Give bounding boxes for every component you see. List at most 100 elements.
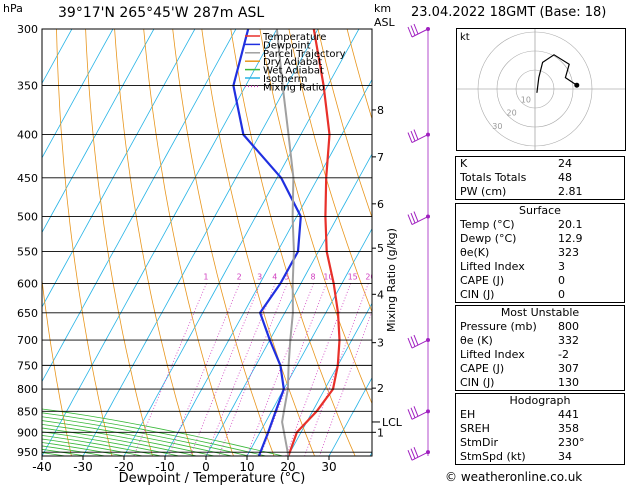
index-value: 130 [558,376,579,389]
pressure-tick-label: 900 [17,426,38,439]
hodograph-trace [536,54,578,93]
hodograph-ring-label: 20 [507,109,517,118]
wind-barb-flag [410,407,416,419]
index-label: Dewp (°C) [460,232,517,245]
index-label: Temp (°C) [460,218,515,231]
index-row: Temp (°C) 20.1 [456,218,625,232]
wind-barb-staff [411,216,429,225]
wind-barb-flag [410,336,416,347]
km-tick-label: 7 [377,151,384,164]
wind-barb-flag [407,26,413,38]
wet-adiabat-line [42,431,180,456]
mixing-ratio-line [285,283,351,456]
wind-barb-flag [413,129,419,140]
pressure-tick-label: 400 [17,129,38,142]
wet-adiabat-line [42,423,215,456]
index-value: 358 [558,422,579,435]
hodograph-ring [496,50,574,128]
wind-barb-staff [411,28,429,38]
pressure-tick-label: 500 [17,211,38,224]
index-row: Pressure (mb) 800 [456,320,625,334]
index-row: EH 441 [456,408,625,422]
index-label: StmSpd (kt) [460,450,526,463]
pressure-tick-label: 350 [17,80,38,93]
index-value: 24 [558,157,572,170]
mixing-ratio-value-label: 10 [323,272,333,281]
wind-barb-flag [407,449,413,461]
pressure-tick-label: 750 [17,359,38,372]
x-tick-label: 20 [280,460,295,474]
asl-unit-label: ASL [374,16,395,29]
mixing-ratio-axis-title: Mixing Ratio (g/kg) [385,228,398,332]
index-label: StmDir [460,436,499,449]
wind-barb-staff [411,410,429,420]
index-label: CIN (J) [460,376,495,389]
wind-barb-flag [407,409,413,420]
legend-label: Dewpoint [263,40,311,51]
mixing-ratio-line [304,283,369,456]
pressure-tick-label: 450 [17,172,38,185]
index-value: -2 [558,348,569,361]
index-label: CAPE (J) [460,274,505,287]
x-tick-label: 0 [202,460,210,474]
pressure-tick-label: 700 [17,334,38,347]
wind-barb-flag [413,406,419,417]
x-tick-label: -20 [114,460,134,474]
mixing-ratio-value-label: 4 [272,272,277,281]
wind-barb-flag [413,446,419,458]
index-label: PW (cm) [460,185,507,198]
index-label: CAPE (J) [460,362,505,375]
hodograph-ring-label: 30 [492,122,502,131]
wind-barb-flag [410,25,416,36]
mixing-ratio-value-label: 3 [257,272,262,281]
isotherm-line [42,29,155,234]
dry-adiabat-line [259,29,372,405]
hodograph-ring [477,31,593,147]
index-value: 307 [558,362,579,375]
index-value: 0 [558,274,565,287]
dry-adiabat-line [143,29,234,456]
index-row: CIN (J) 130 [456,376,625,391]
legend-label: Isotherm [263,74,307,85]
series-line [232,29,302,456]
index-value: 12.9 [558,232,583,245]
isotherm-line [42,29,237,383]
index-value: 0 [558,288,565,301]
index-row: θe(K) 323 [456,246,625,260]
hodograph-panel: kt 10 20 30 [456,28,626,151]
km-tick-label: 2 [377,382,384,395]
hodograph-ring [515,69,555,109]
km-tick-label: 5 [377,242,384,255]
index-row: Lifted Index 3 [456,260,625,274]
index-label: CIN (J) [460,288,495,301]
footer-credit: © weatheronline.co.uk [445,470,583,484]
wet-adiabat-line [42,427,197,456]
pressure-tick-label: 550 [17,246,38,259]
x-tick-label: -10 [155,460,175,474]
km-tick-label: 6 [377,198,384,211]
index-label: θe(K) [460,246,490,259]
wind-barb-flag [410,212,416,224]
index-row: K 24 [456,157,625,172]
isotherm-line [42,29,196,308]
index-row: StmDir 230° [456,436,625,450]
mixing-ratio-value-label: 5 [284,272,289,281]
wind-barb-flag [407,132,413,143]
wind-barbs [407,23,430,461]
x-tick-label: 30 [321,460,336,474]
wind-barb-flag [410,448,416,459]
datetime-title: 23.04.2022 18GMT (Base: 18) [411,5,607,20]
index-label: Pressure (mb) [460,320,537,333]
index-value: 800 [558,320,579,333]
series-line [287,29,341,456]
mixing-ratio-value-label: 15 [348,272,358,281]
indices-top-table: K 24 Totals Totals 48 PW (cm) 2.81 [455,156,625,200]
index-row: Totals Totals 48 [456,171,625,185]
wind-barb-staff [411,339,429,349]
wind-barb-staff [411,451,429,461]
pressure-tick-label: 650 [17,307,38,320]
location-title: 39°17'N 265°45'W 287m ASL [58,5,265,21]
index-row: CIN (J) 0 [456,288,625,303]
